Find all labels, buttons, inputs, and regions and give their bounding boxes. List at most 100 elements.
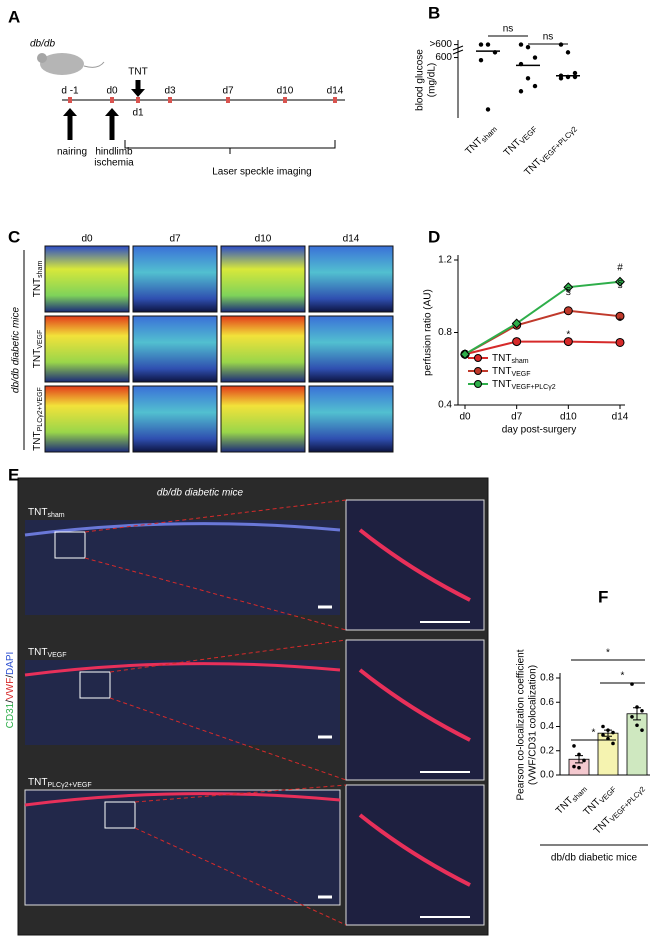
y-tick-label: 0.0 [540,770,554,781]
stain-part: VWF [5,678,16,700]
tissue-image [24,789,341,906]
y-axis-label: (mg/dL) [427,63,438,97]
dot [518,89,524,94]
tissue-image [25,660,340,745]
stain-label: CD31/VWF/DAPI [5,652,16,729]
dot [577,765,581,770]
legend-label: TNTsham [492,353,529,365]
speckle-image [308,385,394,453]
speckle-image [132,315,218,383]
day-label: d1 [132,108,144,119]
dot [565,50,571,55]
legend-marker [474,367,482,375]
dot [478,42,484,47]
stain-part: CD31 [5,702,16,728]
annotation: # [617,263,623,274]
stain-part: / [5,700,16,703]
bar [626,713,648,776]
speckle-image [132,385,218,453]
zoom-guide [109,639,347,673]
zoom-box [79,671,111,699]
annotation: * [621,671,625,682]
annotation: * [592,728,596,739]
dot [572,70,578,76]
strain-label: db/db [30,39,55,50]
event-label: ischemia [94,158,134,169]
mouse-icon [37,53,105,75]
annotation: § [566,287,572,298]
dot [601,733,605,737]
dot [532,83,538,89]
x-tick-label: TNTsham [463,122,499,158]
y-tick-label: 600 [435,52,452,63]
zoom-image [345,499,485,631]
speckle-image [44,245,130,313]
tissue-edge [24,792,341,807]
x-tick-label: d7 [511,412,523,423]
speckle-image [220,315,306,383]
dot [478,57,484,63]
dot [640,728,644,732]
annotation: ns [503,24,514,35]
dot [525,44,531,50]
y-tick-label: 0.4 [540,721,554,732]
day-label: d7 [222,86,234,97]
point [512,337,522,347]
panel-label: F [598,587,608,606]
dot [577,752,581,757]
row-label: TNTPLCγ2+VEGF [32,387,44,451]
group-label: TNTPLCγ2+VEGF [28,777,92,789]
x-tick-label: d14 [612,412,629,423]
dot [572,744,576,748]
point [563,282,574,293]
group-label: TNTsham [28,507,65,519]
dot [611,741,615,746]
zoom-box [54,531,86,559]
speckle-image [132,245,218,313]
y-axis-label: Pearson co-localization coefficient [516,649,527,800]
timepoint [333,97,337,103]
speckle-image [308,315,394,383]
speckle-image [220,245,306,313]
event-label: hindlimb [95,147,133,158]
tissue-edge [24,662,341,677]
annotation: ns [543,32,554,43]
day-label: d0 [106,86,118,97]
panel-label: E [8,465,19,484]
dot [635,705,639,709]
y-axis-label: blood glucose [415,49,426,111]
annotation: * [618,317,622,328]
x-tick-label: TNTVEGF+PLCγ2 [592,782,647,837]
series-line [464,340,621,356]
dot [582,758,586,763]
zoom-guide [134,784,347,803]
row-label: TNTVEGF [32,330,44,369]
y-tick-label: 0.2 [540,745,554,756]
panel-label: A [8,7,20,26]
timepoint [110,97,114,103]
row-label: TNTsham [32,261,44,298]
point [460,349,470,360]
panel-label: D [428,227,440,246]
dot [518,42,524,47]
day-label: d -1 [61,86,79,97]
x-tick-label: TNTVEGF [502,122,540,160]
zoom-guide [84,499,347,533]
axis-break [452,45,464,55]
vessel [358,813,471,887]
x-axis-label: day post-surgery [502,425,576,436]
annotation: § [617,280,623,291]
series-line [464,280,621,356]
annotation: * [566,330,570,341]
y-tick-label: 0.8 [540,673,554,684]
mice-label: db/db diabetic mice [11,306,22,393]
point [615,337,625,347]
event-label: nairing [57,147,87,158]
column-label: d0 [81,234,93,245]
dot [558,76,564,81]
timepoint [283,97,287,103]
y-axis-label: (VWF/CD31 colocalization) [528,665,539,785]
stain-part: / [5,675,16,678]
dot [606,728,610,732]
zoom-guide [134,827,347,926]
